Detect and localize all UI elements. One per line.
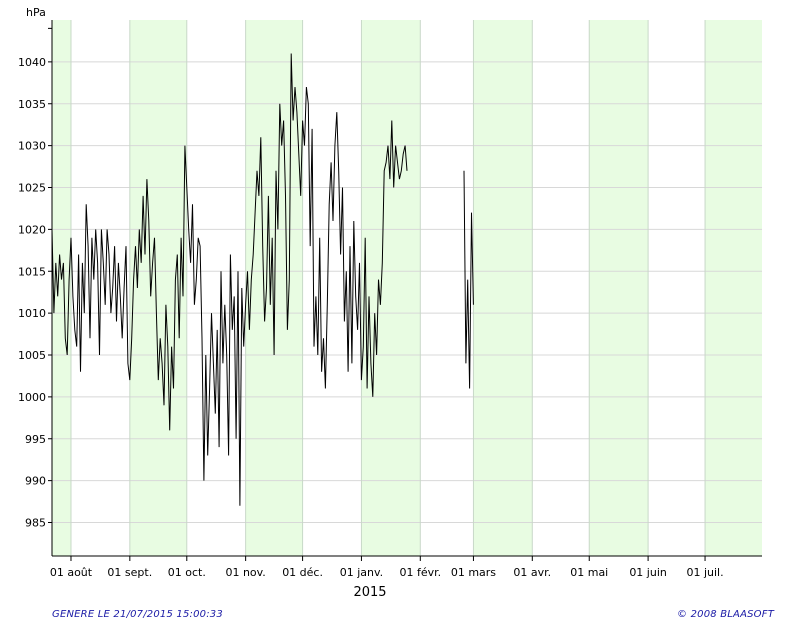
copyright-notice: © 2008 BLAASOFT — [677, 609, 774, 620]
series-line-segment — [463, 170, 474, 389]
month-band — [589, 20, 649, 556]
x-tick-label: 01 févr. — [399, 566, 441, 579]
y-tick-label: 1000 — [18, 391, 46, 404]
month-band — [129, 20, 187, 556]
generated-timestamp: GENERE LE 21/07/2015 15:00:33 — [52, 609, 223, 620]
y-tick-label: 1030 — [18, 140, 46, 153]
y-axis-unit-label: hPa — [26, 6, 46, 19]
month-band — [52, 20, 71, 556]
x-ticks: 01 août 01 sept. 01 oct. 01 nov. 01 déc. 01 j… — [50, 556, 724, 579]
y-tick-label: 1005 — [18, 349, 46, 362]
series-line — [51, 53, 408, 506]
y-tick-label: 1010 — [18, 307, 46, 320]
y-tick-label: 990 — [25, 475, 46, 488]
x-tick-label: 01 juil. — [686, 566, 723, 579]
x-tick-label: 01 janv. — [340, 566, 383, 579]
pressure-series — [51, 53, 474, 506]
y-tick-label: 985 — [25, 517, 46, 530]
x-tick-label: 01 oct. — [168, 566, 206, 579]
month-band — [705, 20, 762, 556]
y-tick-label: 1040 — [18, 56, 46, 69]
month-band — [473, 20, 533, 556]
x-tick-label: 01 juin — [629, 566, 667, 579]
x-tick-label: 01 avr. — [513, 566, 551, 579]
y-tick-label: 1035 — [18, 98, 46, 111]
y-ticks: 985 990 995 1000 1005 1010 1015 1020 1025 1030 103… — [18, 27, 52, 530]
y-tick-label: 1015 — [18, 265, 46, 278]
x-tick-label: 01 mars — [451, 566, 496, 579]
x-tick-label: 01 sept. — [107, 566, 152, 579]
x-tick-label: 01 mai — [570, 566, 608, 579]
axes — [51, 20, 762, 557]
y-tick-label: 1025 — [18, 182, 46, 195]
grid-lines — [52, 20, 762, 556]
x-axis-year-label: 2015 — [353, 585, 386, 600]
y-tick-label: 1020 — [18, 223, 46, 236]
month-bands — [52, 20, 762, 556]
x-tick-label: 01 août — [50, 566, 93, 579]
y-tick-label: 995 — [25, 433, 46, 446]
x-tick-label: 01 déc. — [282, 566, 323, 579]
x-tick-label: 01 nov. — [225, 566, 265, 579]
month-band — [361, 20, 421, 556]
